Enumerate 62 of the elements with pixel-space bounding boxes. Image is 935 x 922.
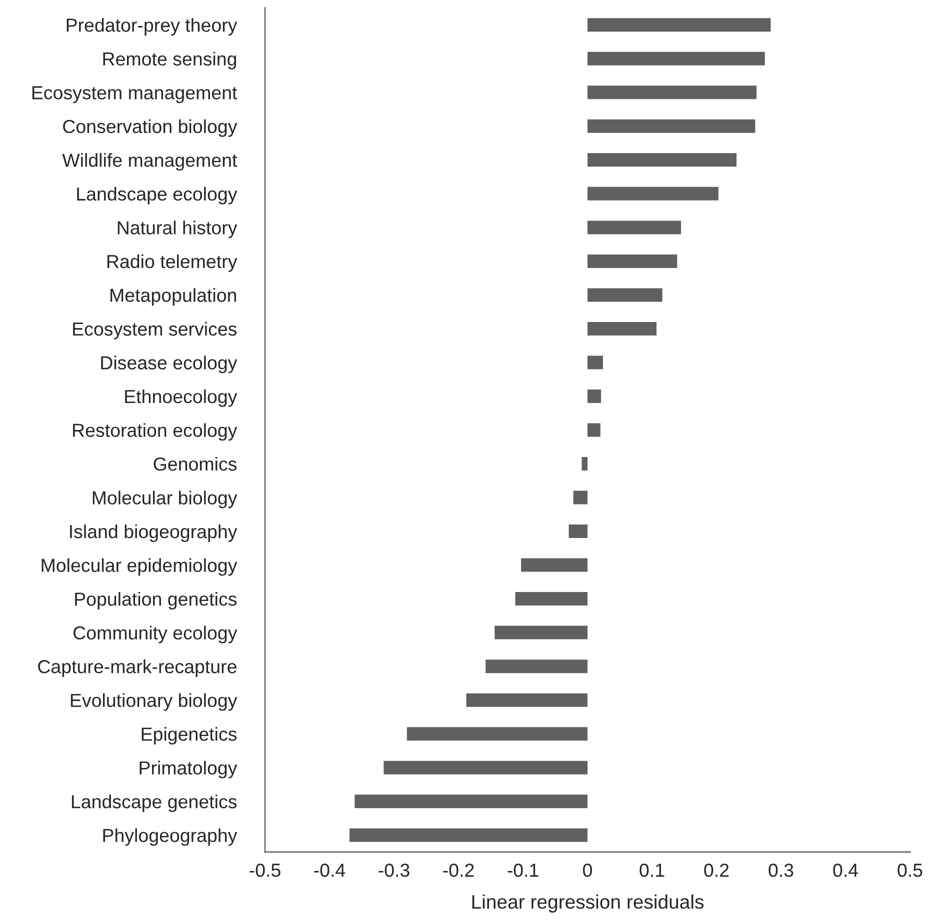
y-tick-label: Predator-prey theory (66, 18, 238, 36)
x-tick-label: 0.4 (833, 864, 858, 877)
y-tick-label: Disease ecology (101, 356, 238, 374)
x-tick-label: -0.2 (443, 864, 474, 877)
y-tick-label: Landscape genetics (72, 794, 237, 812)
x-tick-label: 0 (583, 864, 592, 877)
bar (349, 828, 588, 842)
x-axis-title: Linear regression residuals (472, 894, 704, 913)
y-tick-label: Landscape ecology (77, 186, 238, 204)
bar (521, 558, 588, 572)
y-tick-label: Ethnoecology (125, 389, 238, 407)
y-tick-label: Primatology (140, 760, 238, 778)
bar (384, 760, 588, 774)
y-tick-label: Community ecology (74, 626, 238, 644)
y-tick-label: Capture-mark-recapture (38, 660, 236, 678)
x-tick-label: -0.4 (314, 864, 346, 877)
y-tick-label: Island biogeography (70, 524, 238, 542)
bar (573, 490, 588, 504)
x-tick-label: 0.3 (768, 864, 794, 877)
bar (588, 18, 771, 32)
bar (588, 423, 600, 437)
y-tick-label: Epigenetics (142, 727, 237, 745)
y-tick-label: Ecosystem management (32, 86, 238, 104)
bar (588, 52, 765, 66)
y-tick-label: Wildlife management (62, 153, 238, 171)
y-tick-label: Radio telemetry (107, 254, 238, 272)
bar (588, 220, 682, 234)
x-tick-label: -0.5 (250, 864, 280, 877)
y-tick-label: Phylogeography (103, 828, 238, 846)
bar (568, 524, 588, 538)
bar (588, 288, 662, 302)
x-tick-label: 0.2 (704, 864, 729, 877)
bar (588, 153, 736, 167)
bar (588, 119, 756, 133)
bar (406, 727, 588, 741)
y-tick-label: Genomics (154, 456, 237, 471)
y-tick-label: Molecular biology (92, 490, 238, 508)
y-tick-label: Remote sensing (103, 52, 236, 70)
bar (515, 592, 588, 606)
bar (582, 457, 588, 471)
bar (494, 626, 588, 640)
y-tick-label: Restoration ecology (73, 423, 238, 441)
bar (588, 86, 756, 100)
y-tick-label: Population genetics (75, 592, 237, 610)
x-tick-label: 0.5 (898, 864, 922, 877)
y-tick-label: Evolutionary biology (70, 693, 238, 711)
y-tick-label: Metapopulation (110, 288, 236, 306)
bar (354, 794, 588, 808)
bar (588, 356, 603, 370)
y-tick-label: Conservation biology (63, 119, 238, 137)
bar (588, 254, 678, 268)
bar (588, 186, 718, 200)
y-tick-label: Molecular epidemiology (42, 558, 238, 576)
y-tick-label: Natural history (118, 220, 238, 238)
bar (588, 389, 602, 403)
y-tick-label: Ecosystem services (73, 322, 237, 340)
bar (588, 322, 657, 336)
bar (486, 660, 588, 674)
x-tick-label: -0.1 (508, 864, 538, 877)
bar (466, 693, 588, 707)
x-tick-label: 0.1 (640, 864, 664, 877)
x-tick-label: -0.3 (378, 864, 410, 877)
